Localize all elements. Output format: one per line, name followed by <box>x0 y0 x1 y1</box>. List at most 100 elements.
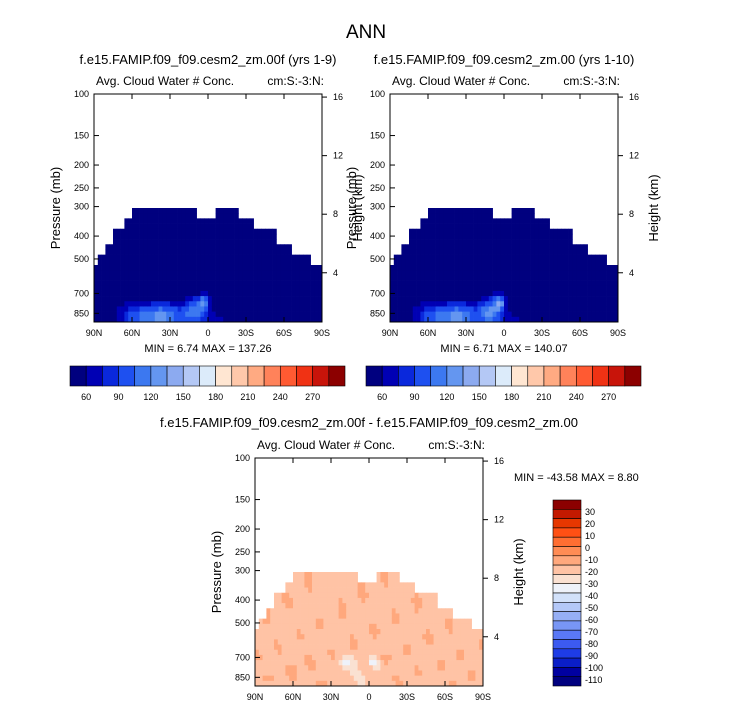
heatmap-cell <box>452 639 457 645</box>
heatmap-cell <box>265 275 270 281</box>
heatmap-cell <box>342 587 347 594</box>
heatmap-cell <box>526 239 531 245</box>
heatmap-cell <box>116 290 121 297</box>
heatmap-cell <box>488 249 493 255</box>
heatmap-cell <box>242 265 247 271</box>
heatmap-cell <box>418 623 423 630</box>
heatmap-cell <box>534 311 539 318</box>
heatmap-cell <box>299 280 304 287</box>
x-tick-label: 30S <box>399 692 415 702</box>
heatmap-cell <box>285 629 290 635</box>
heatmap-cell <box>234 254 239 261</box>
heatmap-cell <box>416 285 421 292</box>
heatmap-cell <box>268 296 273 302</box>
heatmap-cell <box>391 644 396 651</box>
heatmap-cell <box>376 644 381 651</box>
heatmap-cell <box>447 254 452 261</box>
heatmap-cell <box>405 259 410 266</box>
heatmap-cell <box>113 311 118 318</box>
units-label: cm:S:-3:N: <box>563 74 620 88</box>
heatmap-cell <box>346 597 351 604</box>
heatmap-cell <box>185 223 190 230</box>
heatmap-cell <box>365 603 370 609</box>
heatmap-cell <box>384 634 389 640</box>
heatmap-cell <box>143 228 148 235</box>
heatmap-cell <box>162 280 167 287</box>
heatmap-cell <box>295 316 300 323</box>
heatmap-cell <box>242 228 247 235</box>
heatmap-cell <box>500 239 505 245</box>
heatmap-cell <box>143 218 148 224</box>
heatmap-cell <box>200 275 205 281</box>
heatmap-cell <box>384 670 389 676</box>
heatmap-cell <box>450 223 455 230</box>
heatmap-cell <box>496 296 501 302</box>
heatmap-cell <box>120 275 125 281</box>
heatmap-cell <box>300 680 305 687</box>
heatmap-cell <box>448 629 453 635</box>
heatmap-cell <box>488 296 493 302</box>
heatmap-cell <box>181 208 186 214</box>
heatmap-cell <box>315 618 320 625</box>
colorbar-swatch <box>592 365 609 387</box>
heatmap-cell <box>380 582 385 588</box>
heatmap-cell <box>342 680 347 687</box>
heatmap-cell <box>289 644 294 651</box>
heatmap-cell <box>234 249 239 255</box>
heatmap-cell <box>334 603 339 609</box>
heatmap-cell <box>549 265 554 271</box>
heatmap-cell <box>147 208 152 214</box>
heatmap-cell <box>488 311 493 318</box>
heatmap-cell <box>346 660 351 666</box>
heatmap-cell <box>189 316 194 323</box>
heatmap-cell <box>405 275 410 281</box>
heatmap-cell <box>372 592 377 599</box>
heatmap-cell <box>469 259 474 266</box>
heatmap-cell <box>296 634 301 640</box>
heatmap-cell <box>595 280 600 287</box>
heatmap-cell <box>475 629 480 635</box>
heatmap-cell <box>460 634 465 640</box>
heatmap-cell <box>139 301 144 307</box>
heatmap-cell <box>327 597 332 604</box>
heatmap-cell <box>230 280 235 287</box>
heatmap-cell <box>507 280 512 287</box>
heatmap-cell <box>595 311 600 318</box>
heatmap-cell <box>120 311 125 318</box>
colorbar-swatch <box>552 639 582 650</box>
heatmap-cell <box>372 634 377 640</box>
heatmap-cell <box>204 301 209 307</box>
heatmap-cell <box>466 239 471 245</box>
heatmap-cell <box>274 618 279 625</box>
heatmap-cell <box>280 296 285 302</box>
heatmap-cell <box>200 316 205 323</box>
heatmap-cell <box>467 639 472 645</box>
heatmap-cell <box>572 296 577 302</box>
heatmap-cell <box>488 285 493 292</box>
heatmap-cell <box>416 228 421 235</box>
heatmap-cell <box>189 228 194 235</box>
x-tick-label: 30S <box>534 328 550 338</box>
heatmap-cell <box>460 680 465 687</box>
heatmap-cell <box>433 639 438 645</box>
colorbar-swatch <box>552 629 582 640</box>
heatmap-cell <box>147 306 152 312</box>
heatmap-cell <box>315 592 320 599</box>
x-tick-label: 60N <box>285 692 302 702</box>
heatmap-cell <box>393 259 398 266</box>
colorbar-label: 120 <box>143 392 158 402</box>
heatmap-cell <box>424 223 429 230</box>
heatmap-cell <box>323 592 328 599</box>
heatmap-cell <box>227 244 232 250</box>
heatmap-cell <box>610 306 615 312</box>
heatmap-cell <box>185 316 190 323</box>
heatmap-cell <box>227 285 232 292</box>
heatmap-cell <box>477 280 482 287</box>
heatmap-cell <box>410 670 415 676</box>
heatmap-cell <box>151 239 156 245</box>
heatmap-cell <box>523 270 528 276</box>
heatmap-cell <box>447 265 452 271</box>
heatmap-cell <box>418 613 423 619</box>
heatmap-cell <box>606 301 611 307</box>
heatmap-cell <box>464 680 469 687</box>
